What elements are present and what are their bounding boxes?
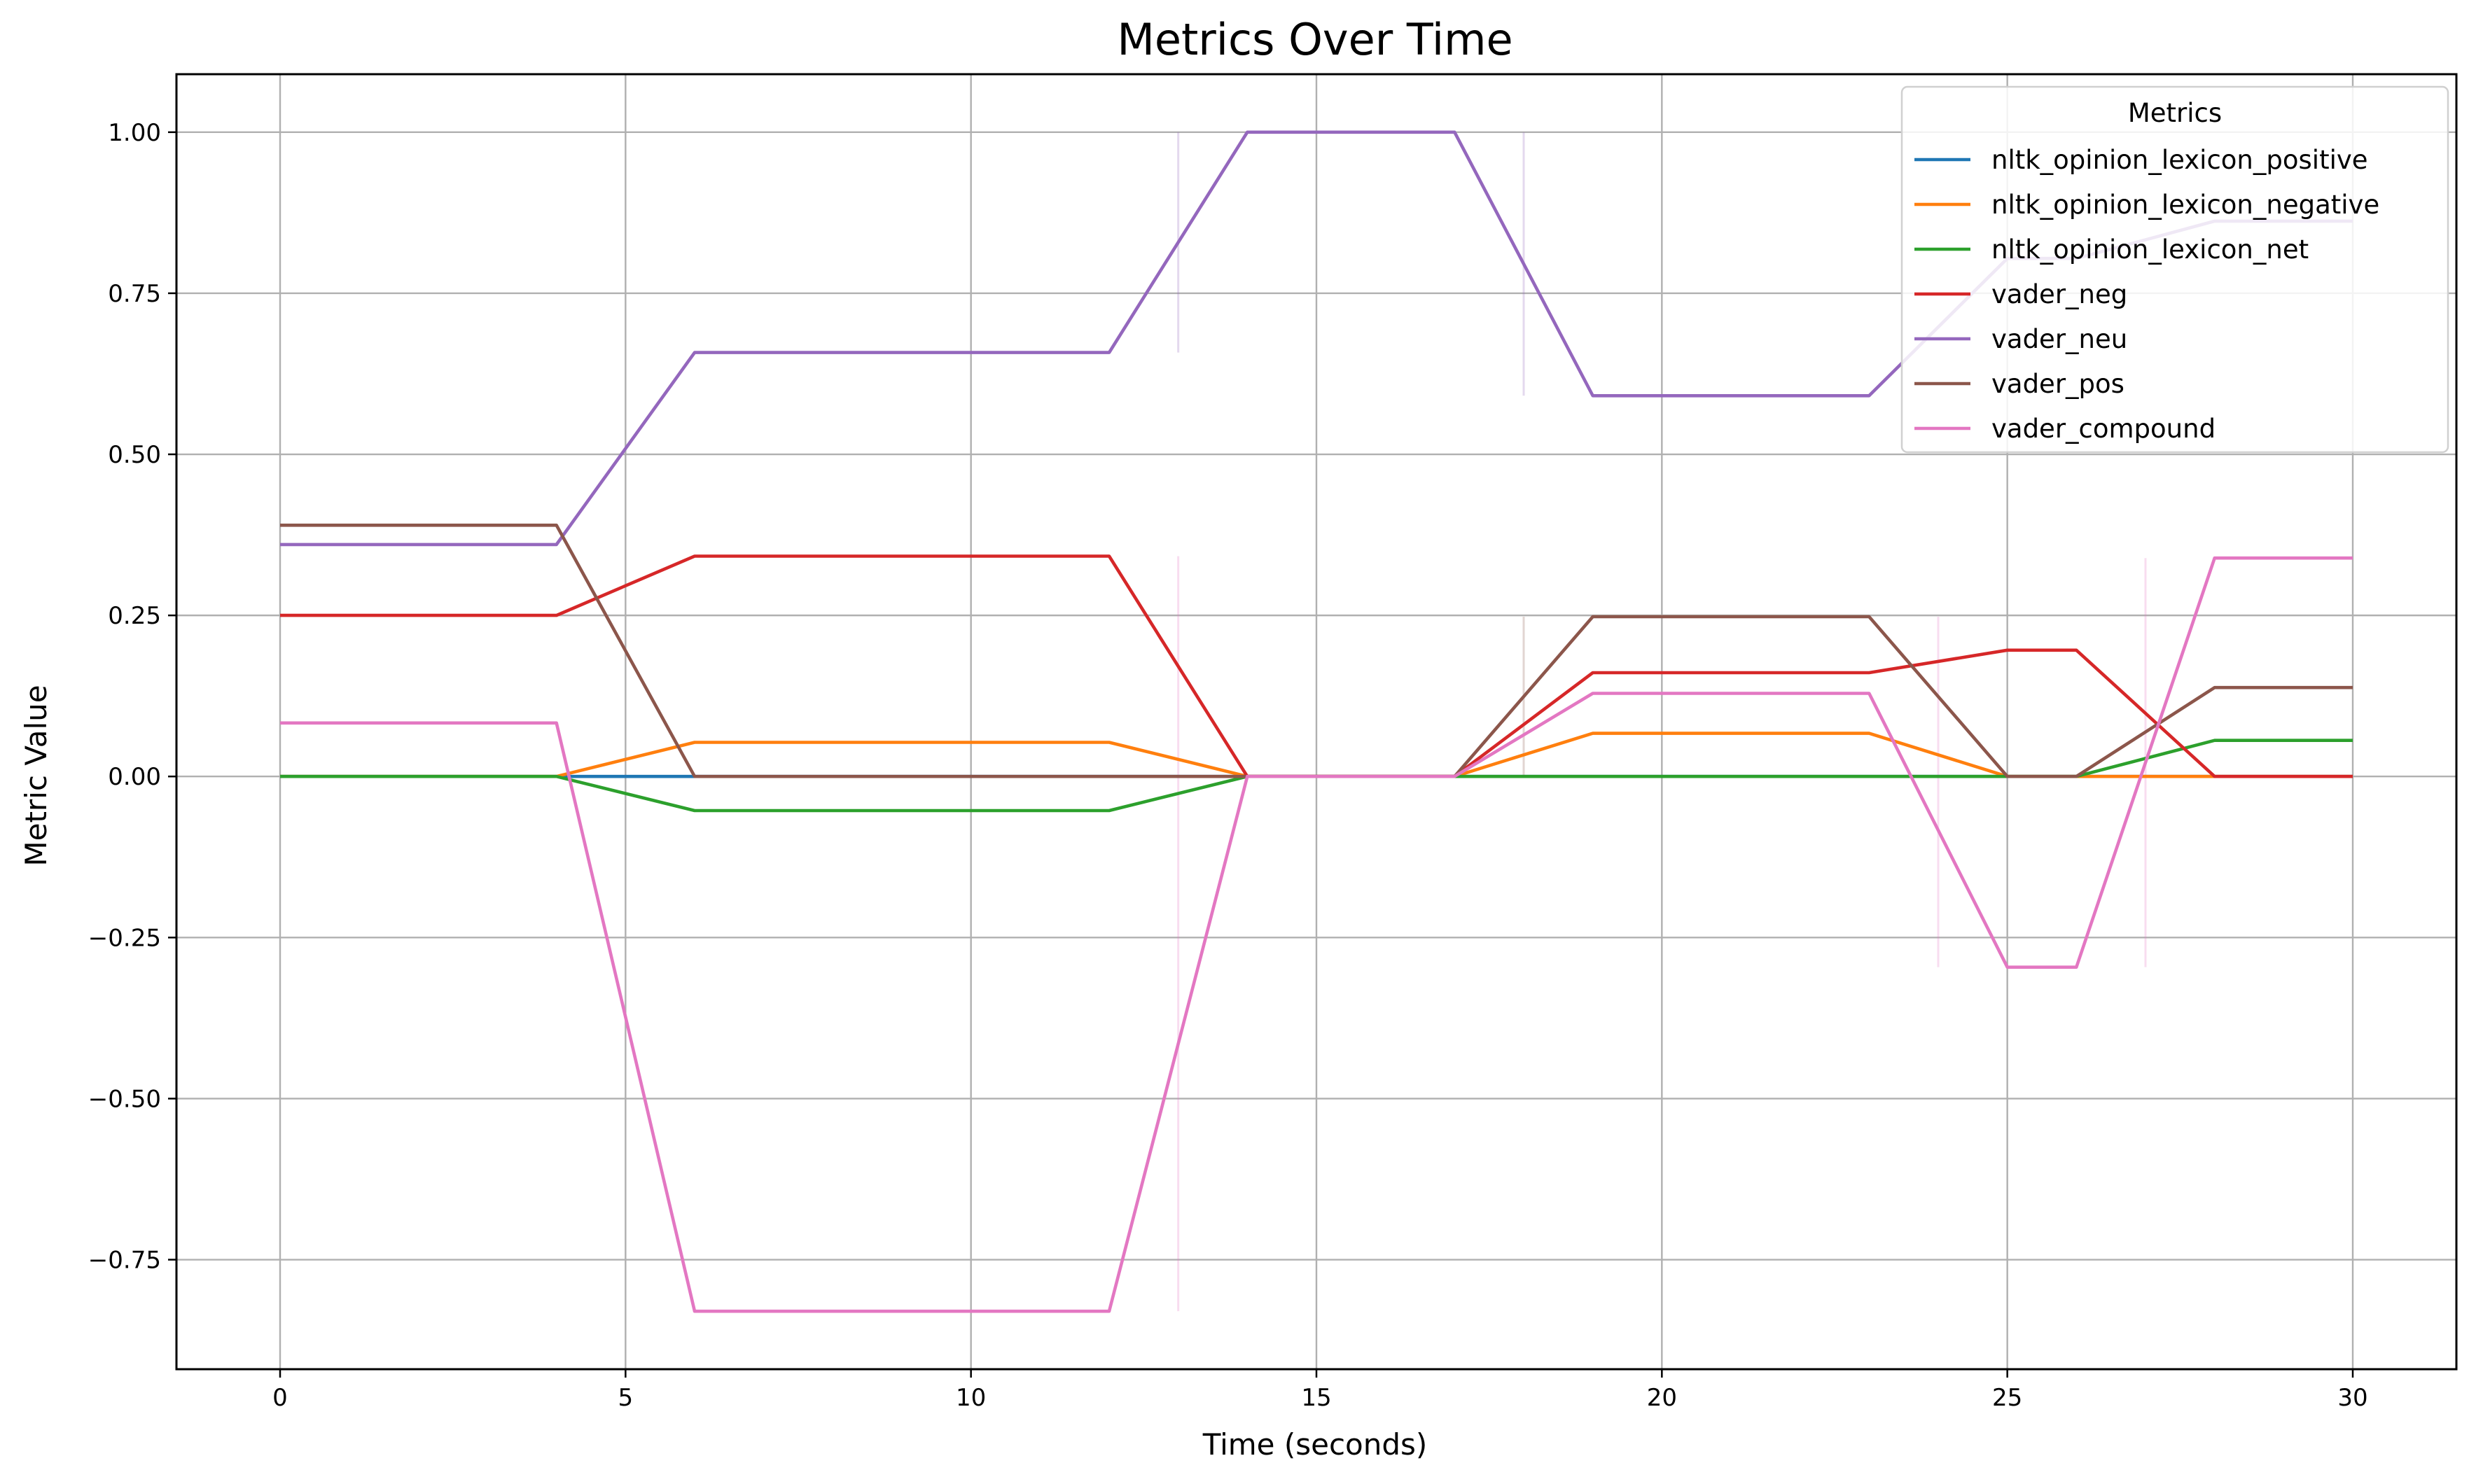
legend-label: vader_neu bbox=[1991, 324, 2127, 354]
legend-item: nltk_opinion_lexicon_net bbox=[1914, 234, 2309, 265]
legend-item: nltk_opinion_lexicon_negative bbox=[1914, 190, 2379, 220]
y-tick-label: 0.50 bbox=[108, 441, 161, 469]
legend: Metrics nltk_opinion_lexicon_positivenltk… bbox=[1900, 85, 2449, 454]
x-tick-label: 30 bbox=[2337, 1384, 2367, 1412]
legend-item: nltk_opinion_lexicon_positive bbox=[1914, 145, 2368, 175]
y-axis-label: Metric Value bbox=[19, 685, 53, 866]
legend-item: vader_neg bbox=[1914, 279, 2127, 309]
series-line-vader-neg bbox=[280, 554, 2353, 778]
x-tick-label: 25 bbox=[1992, 1384, 2022, 1412]
legend-label: nltk_opinion_lexicon_negative bbox=[1991, 190, 2379, 220]
x-tick-label: 10 bbox=[956, 1384, 986, 1412]
y-tick-label: −0.50 bbox=[88, 1085, 161, 1113]
y-tick-label: −0.25 bbox=[88, 924, 161, 952]
x-tick-label: 0 bbox=[272, 1384, 288, 1412]
legend-title: Metrics bbox=[2128, 98, 2222, 128]
series-line-nltk-opinion-lexicon-negative bbox=[280, 732, 2353, 778]
grid bbox=[176, 74, 2456, 1369]
y-tick-label: 0.00 bbox=[108, 763, 161, 791]
series-line-nltk-opinion-lexicon-net bbox=[280, 738, 2353, 813]
y-tick-label: 1.00 bbox=[108, 119, 161, 147]
series-line-vader-compound bbox=[280, 556, 2353, 1313]
legend-label: nltk_opinion_lexicon_positive bbox=[1991, 145, 2368, 175]
x-tick-label: 5 bbox=[618, 1384, 634, 1412]
y-tick-label: −0.75 bbox=[88, 1247, 161, 1275]
chart-title: Metrics Over Time bbox=[1117, 14, 1512, 65]
axis-ticks: 0 5 10 15 20 25 30 1.00 0.75 0.50 0.25 0.00 −0.25 −0.… bbox=[88, 119, 2368, 1412]
legend-label: vader_compound bbox=[1991, 414, 2216, 444]
legend-label: vader_pos bbox=[1991, 369, 2124, 399]
legend-item: vader_compound bbox=[1914, 414, 2216, 444]
y-tick-label: 0.75 bbox=[108, 280, 161, 308]
x-tick-label: 20 bbox=[1647, 1384, 1677, 1412]
x-axis-label: Time (seconds) bbox=[1202, 1427, 1428, 1462]
legend-item: vader_neu bbox=[1914, 324, 2127, 354]
series-line-vader-pos bbox=[280, 523, 2353, 778]
legend-label: vader_neg bbox=[1991, 279, 2127, 309]
legend-box bbox=[1900, 85, 2449, 454]
x-tick-label: 15 bbox=[1301, 1384, 1331, 1412]
y-tick-label: 0.25 bbox=[108, 602, 161, 630]
legend-item: vader_pos bbox=[1914, 369, 2124, 399]
legend-label: nltk_opinion_lexicon_net bbox=[1991, 234, 2309, 265]
